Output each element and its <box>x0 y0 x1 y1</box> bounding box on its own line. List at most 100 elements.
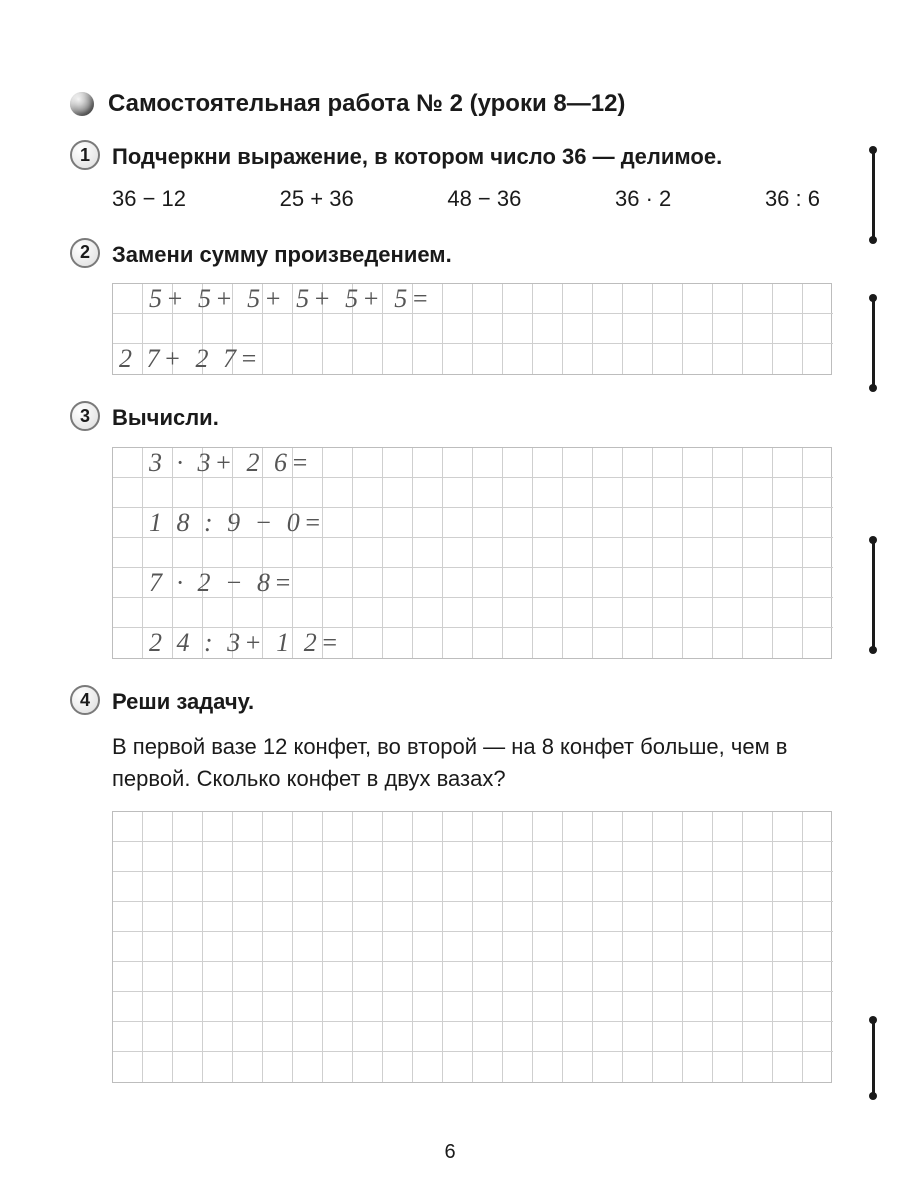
grid-cell[interactable] <box>143 932 173 962</box>
grid-cell[interactable] <box>653 284 683 314</box>
grid-cell[interactable] <box>203 568 233 598</box>
grid-cell[interactable] <box>233 1052 263 1082</box>
grid-cell[interactable] <box>563 932 593 962</box>
grid-cell[interactable] <box>593 344 623 374</box>
grid-cell[interactable] <box>563 1022 593 1052</box>
grid-cell[interactable] <box>263 284 293 314</box>
grid-cell[interactable] <box>353 842 383 872</box>
grid-cell[interactable] <box>293 538 323 568</box>
grid-cell[interactable] <box>173 628 203 658</box>
grid-cell[interactable] <box>143 568 173 598</box>
grid-cell[interactable] <box>653 314 683 344</box>
grid-cell[interactable] <box>353 284 383 314</box>
grid-cell[interactable] <box>413 508 443 538</box>
grid-cell[interactable] <box>803 448 833 478</box>
grid-cell[interactable] <box>473 344 503 374</box>
grid-cell[interactable] <box>623 842 653 872</box>
grid-cell[interactable] <box>233 478 263 508</box>
grid-cell[interactable] <box>443 508 473 538</box>
grid-cell[interactable] <box>653 598 683 628</box>
grid-cell[interactable] <box>113 1022 143 1052</box>
grid-cell[interactable] <box>713 628 743 658</box>
grid-cell[interactable] <box>683 538 713 568</box>
grid-cell[interactable] <box>143 284 173 314</box>
grid-cell[interactable] <box>623 538 653 568</box>
answer-grid[interactable]: 5+ 5+ 5+ 5+ 5+ 5=2 7+ 2 7= <box>112 283 832 375</box>
grid-cell[interactable] <box>473 992 503 1022</box>
grid-cell[interactable] <box>293 902 323 932</box>
grid-cell[interactable] <box>203 1052 233 1082</box>
grid-cell[interactable] <box>443 628 473 658</box>
grid-cell[interactable] <box>683 902 713 932</box>
grid-cell[interactable] <box>323 842 353 872</box>
grid-cell[interactable] <box>383 1052 413 1082</box>
grid-cell[interactable] <box>353 568 383 598</box>
grid-cell[interactable] <box>353 962 383 992</box>
grid-cell[interactable] <box>773 842 803 872</box>
grid-cell[interactable] <box>713 812 743 842</box>
grid-cell[interactable] <box>233 962 263 992</box>
grid-cell[interactable] <box>443 1022 473 1052</box>
grid-cell[interactable] <box>353 932 383 962</box>
grid-cell[interactable] <box>743 448 773 478</box>
grid-cell[interactable] <box>323 478 353 508</box>
grid-cell[interactable] <box>383 508 413 538</box>
grid-cell[interactable] <box>293 314 323 344</box>
grid-cell[interactable] <box>623 1022 653 1052</box>
grid-cell[interactable] <box>293 508 323 538</box>
grid-cell[interactable] <box>563 344 593 374</box>
grid-cell[interactable] <box>713 992 743 1022</box>
grid-cell[interactable] <box>143 448 173 478</box>
grid-cell[interactable] <box>173 932 203 962</box>
grid-cell[interactable] <box>383 448 413 478</box>
grid-cell[interactable] <box>113 538 143 568</box>
grid-cell[interactable] <box>593 1052 623 1082</box>
grid-cell[interactable] <box>743 1022 773 1052</box>
grid-cell[interactable] <box>143 902 173 932</box>
grid-cell[interactable] <box>353 538 383 568</box>
grid-cell[interactable] <box>803 1022 833 1052</box>
grid-cell[interactable] <box>443 872 473 902</box>
grid-cell[interactable] <box>323 568 353 598</box>
grid-cell[interactable] <box>593 962 623 992</box>
grid-cell[interactable] <box>623 314 653 344</box>
grid-cell[interactable] <box>803 314 833 344</box>
grid-cell[interactable] <box>113 932 143 962</box>
grid-cell[interactable] <box>383 284 413 314</box>
grid-cell[interactable] <box>653 538 683 568</box>
grid-cell[interactable] <box>263 812 293 842</box>
grid-cell[interactable] <box>743 1052 773 1082</box>
grid-cell[interactable] <box>563 508 593 538</box>
grid-cell[interactable] <box>143 628 173 658</box>
grid-cell[interactable] <box>413 1022 443 1052</box>
grid-cell[interactable] <box>113 314 143 344</box>
answer-grid[interactable]: 3 · 3+ 2 6=1 8 : 9 − 0=7 · 2 − 8=2 4 : 3… <box>112 447 832 659</box>
grid-cell[interactable] <box>413 478 443 508</box>
grid-cell[interactable] <box>443 284 473 314</box>
grid-cell[interactable] <box>503 842 533 872</box>
grid-cell[interactable] <box>533 538 563 568</box>
grid-cell[interactable] <box>323 448 353 478</box>
grid-cell[interactable] <box>503 344 533 374</box>
grid-cell[interactable] <box>323 872 353 902</box>
grid-cell[interactable] <box>503 628 533 658</box>
grid-cell[interactable] <box>173 992 203 1022</box>
grid-cell[interactable] <box>323 628 353 658</box>
grid-cell[interactable] <box>443 812 473 842</box>
grid-cell[interactable] <box>653 478 683 508</box>
grid-cell[interactable] <box>413 538 443 568</box>
grid-cell[interactable] <box>713 314 743 344</box>
grid-cell[interactable] <box>173 1052 203 1082</box>
grid-cell[interactable] <box>233 812 263 842</box>
grid-cell[interactable] <box>533 314 563 344</box>
grid-cell[interactable] <box>653 344 683 374</box>
grid-cell[interactable] <box>593 812 623 842</box>
grid-cell[interactable] <box>623 284 653 314</box>
grid-cell[interactable] <box>503 568 533 598</box>
grid-cell[interactable] <box>233 568 263 598</box>
grid-cell[interactable] <box>593 284 623 314</box>
grid-cell[interactable] <box>173 344 203 374</box>
grid-cell[interactable] <box>593 314 623 344</box>
grid-cell[interactable] <box>473 628 503 658</box>
grid-cell[interactable] <box>323 962 353 992</box>
